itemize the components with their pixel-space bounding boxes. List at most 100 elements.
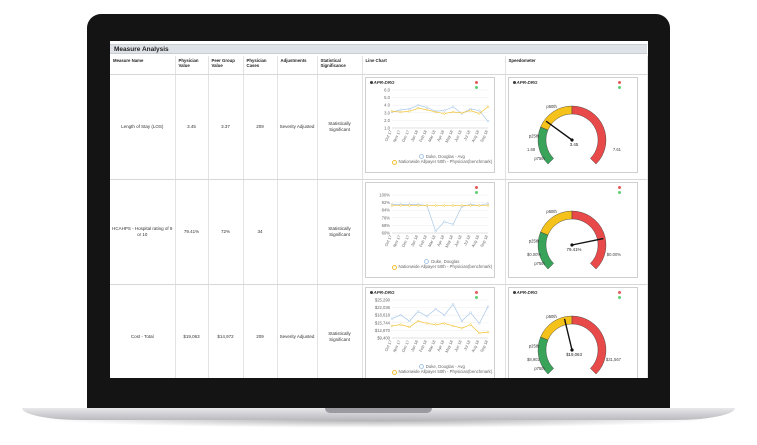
data-point[interactable] — [407, 110, 411, 113]
col-line-chart[interactable]: Line Chart — [362, 56, 506, 75]
data-point[interactable] — [442, 204, 446, 207]
legend-item[interactable]: Duke, Douglas - Avg — [392, 364, 493, 370]
data-point[interactable] — [390, 110, 393, 113]
speedometer-panel[interactable]: APR-DRG p25th p50th p75th 3.45 1.68 7.61 — [507, 77, 638, 173]
data-point[interactable] — [416, 107, 419, 110]
data-point[interactable] — [425, 204, 428, 207]
data-point[interactable] — [425, 106, 428, 109]
table-row[interactable]: Cost - Total $19,063 $14,972 209 Severity Ad… — [110, 284, 648, 378]
data-point[interactable] — [407, 325, 411, 329]
data-point[interactable] — [399, 313, 402, 317]
data-point[interactable] — [433, 204, 437, 207]
data-point[interactable] — [460, 327, 463, 330]
red-status-icon[interactable] — [474, 81, 478, 84]
data-point[interactable] — [477, 204, 480, 207]
data-point[interactable] — [425, 108, 428, 111]
speedometer-panel[interactable]: APR-DRG p25th p50th p75th $19,063 $8,902 $31,5… — [507, 287, 638, 378]
data-point[interactable] — [407, 319, 411, 323]
red-status-icon[interactable] — [617, 81, 621, 84]
red-status-icon[interactable] — [617, 291, 621, 294]
data-point[interactable] — [433, 307, 437, 311]
data-point[interactable] — [390, 324, 393, 327]
data-point[interactable] — [486, 105, 489, 108]
data-point[interactable] — [399, 110, 402, 114]
legend-item[interactable]: Nationwide Allpayer 50th - Physician(ben… — [391, 369, 492, 375]
data-point[interactable] — [486, 204, 489, 207]
data-point[interactable] — [451, 110, 454, 114]
line-chart-panel[interactable]: APR-DRG $25,290 $22,036 $18,618 $15,744 $12,8… — [364, 287, 495, 378]
data-point[interactable] — [477, 322, 480, 325]
data-point[interactable] — [477, 109, 480, 112]
data-point[interactable] — [468, 204, 472, 207]
data-point[interactable] — [390, 204, 393, 207]
col-speedometer[interactable]: Speedometer — [505, 56, 648, 75]
data-point[interactable] — [399, 108, 402, 111]
data-point[interactable] — [442, 313, 446, 317]
data-point[interactable] — [451, 223, 454, 226]
green-status-icon[interactable] — [617, 296, 621, 299]
data-point[interactable] — [477, 331, 480, 335]
speedometer-panel[interactable]: p25th p50th p75th 79.41% $0.00% $0.00% — [507, 182, 638, 278]
data-point[interactable] — [451, 105, 454, 108]
data-point[interactable] — [433, 110, 437, 114]
red-status-icon[interactable] — [474, 186, 478, 189]
data-point[interactable] — [433, 229, 437, 233]
data-point[interactable] — [442, 112, 446, 115]
data-point[interactable] — [390, 317, 393, 320]
data-point[interactable] — [460, 111, 463, 114]
gauge-max-label: 7.61 — [612, 147, 621, 152]
legend-item[interactable]: Duke, Douglas — [392, 259, 493, 265]
data-point[interactable] — [442, 109, 446, 112]
x-tick-label: Jan 18 — [409, 129, 419, 143]
data-point[interactable] — [442, 220, 446, 223]
data-point[interactable] — [460, 319, 463, 323]
col-peer-group-value[interactable]: Peer Group Value — [208, 56, 244, 75]
green-status-icon[interactable] — [617, 86, 621, 89]
line-chart-panel[interactable]: APR-DRG 6.0 5.0 4.0 3.0 2.0 1.0 Oct 17 Nov 17 Dec… — [364, 77, 495, 173]
green-status-icon[interactable] — [474, 296, 478, 299]
data-point[interactable] — [407, 204, 411, 207]
legend-item[interactable]: Nationwide Allpayer 50th - Physician(ben… — [391, 264, 492, 270]
gauge-value-label: $19,063 — [566, 352, 582, 357]
data-point[interactable] — [433, 323, 437, 326]
data-point[interactable] — [477, 112, 480, 115]
red-status-icon[interactable] — [474, 291, 478, 294]
data-point[interactable] — [399, 204, 402, 207]
data-point[interactable] — [425, 322, 428, 325]
data-point[interactable] — [486, 331, 489, 334]
red-status-icon[interactable] — [617, 186, 621, 189]
table-row[interactable]: Length of Stay (LOS) 3.45 3.37 209 Severity … — [110, 74, 648, 180]
data-point[interactable] — [416, 204, 419, 207]
col-physician-cases[interactable]: Physician Cases — [243, 56, 278, 75]
data-point[interactable] — [468, 109, 472, 112]
col-physician-value[interactable]: Physician Value — [175, 56, 209, 75]
data-point[interactable] — [399, 323, 402, 326]
table-row[interactable]: HCAHPS - Hospital rating of 9 or 10 79.41… — [110, 179, 648, 285]
data-point[interactable] — [451, 303, 454, 306]
line-chart-panel[interactable]: 100% 92% 84% 76% 68% 60% Oct 17 Nov 17 Dec 17 Jan… — [364, 182, 495, 278]
data-point[interactable] — [407, 107, 411, 111]
data-point[interactable] — [460, 204, 463, 207]
green-status-icon[interactable] — [474, 86, 478, 89]
data-point[interactable] — [468, 311, 472, 314]
data-point[interactable] — [468, 323, 472, 326]
laptop-notch — [325, 408, 432, 413]
data-point[interactable] — [486, 202, 489, 205]
data-point[interactable] — [451, 324, 454, 327]
legend-item[interactable]: Nationwide Allpayer 50th - Physician(ben… — [391, 159, 492, 165]
green-status-icon[interactable] — [474, 191, 478, 194]
col-adjustments[interactable]: Adjustments — [277, 56, 318, 75]
data-point[interactable] — [416, 319, 419, 323]
green-status-icon[interactable] — [617, 191, 621, 194]
data-point[interactable] — [416, 104, 419, 107]
col-statistical-significance[interactable]: Statistical Significance — [317, 56, 363, 75]
data-point[interactable] — [416, 310, 419, 313]
legend-item[interactable]: Duke, Douglas - Avg — [392, 154, 493, 160]
data-point[interactable] — [425, 315, 428, 318]
data-point[interactable] — [486, 305, 489, 308]
data-point[interactable] — [442, 322, 446, 325]
data-point[interactable] — [451, 204, 454, 207]
col-measure-name[interactable]: Measure Name — [110, 56, 176, 75]
data-point[interactable] — [486, 120, 489, 123]
